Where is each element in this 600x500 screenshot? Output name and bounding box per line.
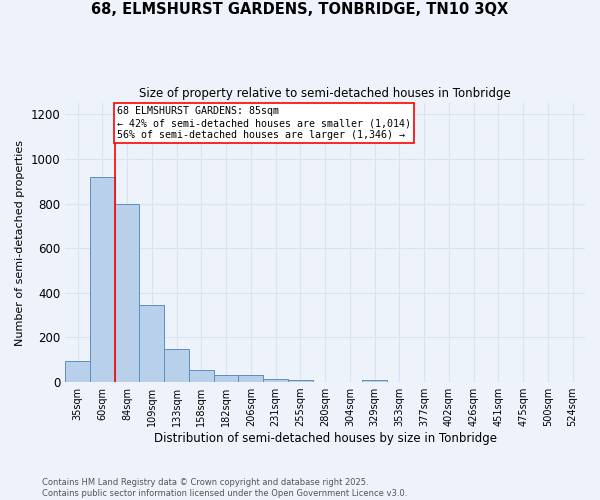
Bar: [65, 361, 90, 382]
Bar: [214, 376, 238, 382]
Bar: [189, 370, 214, 382]
Y-axis label: Number of semi-detached properties: Number of semi-detached properties: [15, 140, 25, 346]
Bar: [263, 379, 288, 382]
Bar: [238, 376, 263, 382]
Title: Size of property relative to semi-detached houses in Tonbridge: Size of property relative to semi-detach…: [139, 88, 511, 101]
Bar: [90, 176, 115, 382]
Bar: [115, 204, 139, 382]
Bar: [139, 305, 164, 382]
X-axis label: Distribution of semi-detached houses by size in Tonbridge: Distribution of semi-detached houses by …: [154, 432, 497, 445]
Text: Contains HM Land Registry data © Crown copyright and database right 2025.
Contai: Contains HM Land Registry data © Crown c…: [42, 478, 407, 498]
Text: 68, ELMSHURST GARDENS, TONBRIDGE, TN10 3QX: 68, ELMSHURST GARDENS, TONBRIDGE, TN10 3…: [91, 2, 509, 18]
Bar: [164, 348, 189, 382]
Bar: [362, 380, 387, 382]
Text: 68 ELMSHURST GARDENS: 85sqm
← 42% of semi-detached houses are smaller (1,014)
56: 68 ELMSHURST GARDENS: 85sqm ← 42% of sem…: [117, 106, 411, 140]
Bar: [288, 380, 313, 382]
